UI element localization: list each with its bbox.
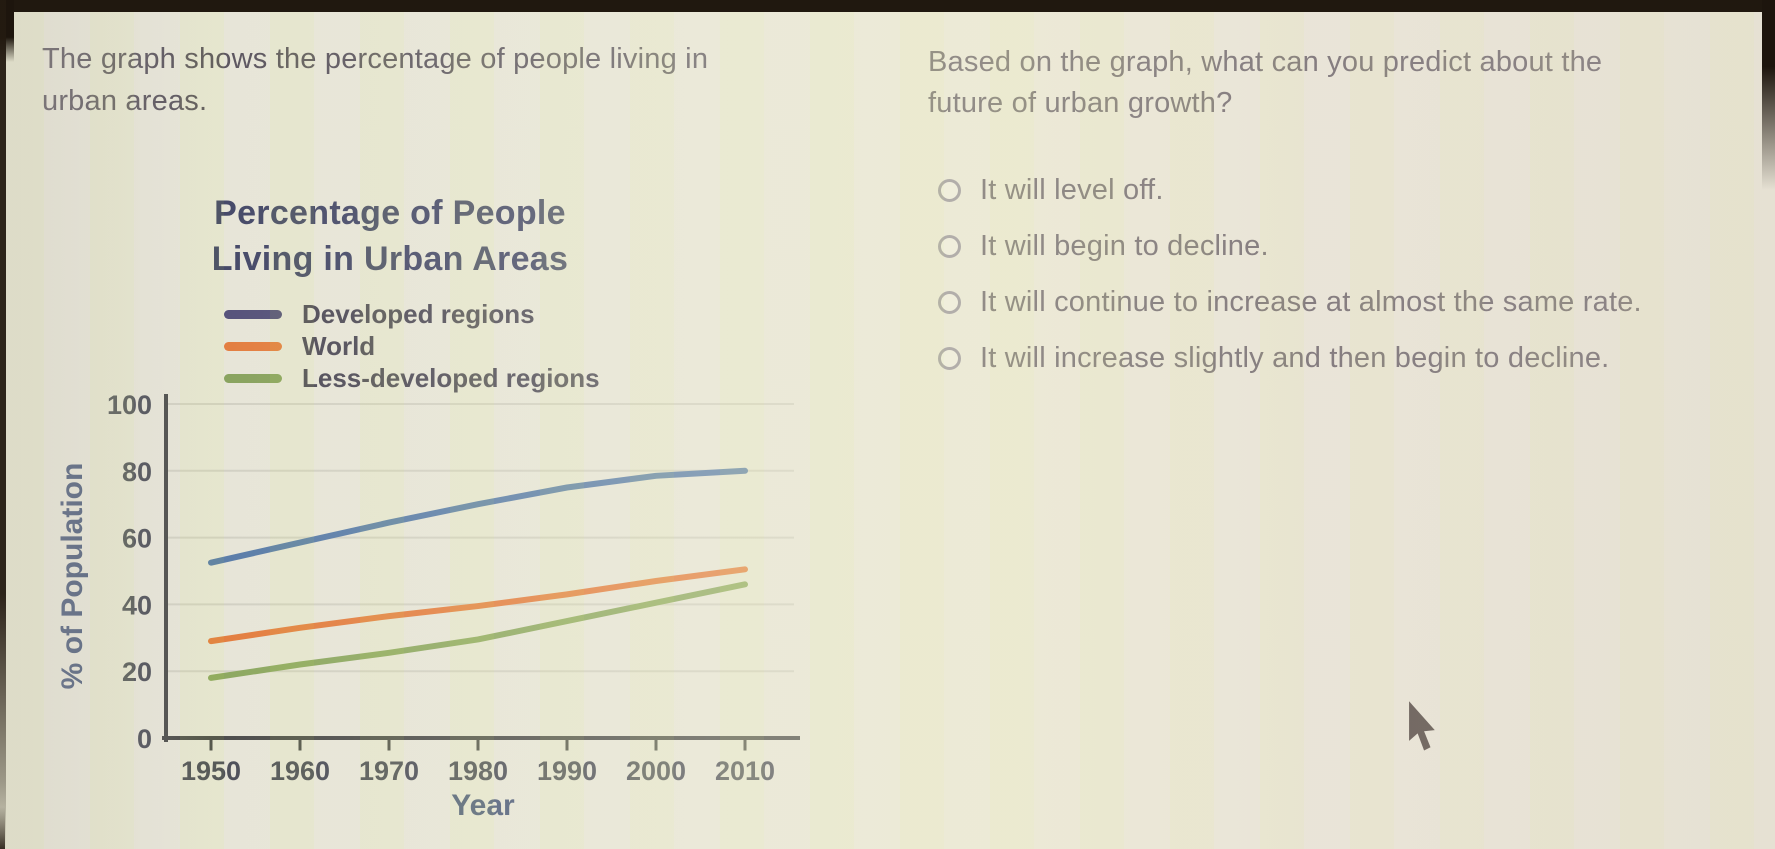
legend-item-world: World: [224, 330, 600, 362]
legend-label: Less-developed regions: [302, 362, 600, 393]
x-axis-title: Year: [451, 789, 515, 822]
line-chart-plot: 0 20 40 60 80 100 1950 1960 1970 1980 1990 2000 2010…: [60, 390, 820, 849]
x-tick-label-1950: 1950: [181, 756, 241, 786]
option-label[interactable]: It will increase slightly and then begin…: [980, 342, 1610, 374]
series-line-world: [208, 566, 748, 645]
question-line1: Based on the graph, what can you predict…: [928, 46, 1603, 78]
series-line-developed-regions: [208, 467, 748, 566]
graph-prompt-line1: The graph shows the percentage of people…: [42, 43, 709, 75]
radio-button[interactable]: [938, 347, 961, 370]
y-tick-label-100: 100: [107, 390, 152, 420]
legend-label: World: [302, 330, 376, 361]
legend-swatch-world: [224, 341, 282, 351]
legend-swatch-developed: [224, 309, 282, 319]
chart-title-line2: Living in Urban Areas: [211, 240, 569, 278]
graph-prompt-text: The graph shows the percentage of people…: [42, 38, 708, 122]
x-tick-label-1970: 1970: [359, 756, 419, 786]
radio-button[interactable]: [938, 179, 961, 202]
option-row-continue-increase[interactable]: It will continue to increase at almost t…: [938, 286, 1642, 318]
legend-item-developed: Developed regions: [224, 298, 600, 330]
x-tick-label-2010: 2010: [715, 756, 775, 786]
photo-edge-left: [0, 0, 6, 849]
option-label[interactable]: It will level off.: [980, 174, 1164, 206]
x-tick-label-1980: 1980: [448, 756, 508, 786]
photo-edge-bottom-left: [0, 807, 5, 849]
mouse-cursor-icon: [1409, 701, 1435, 751]
x-tick-label-2000: 2000: [626, 756, 686, 786]
chart-title: Percentage of People Living in Urban Are…: [170, 190, 610, 282]
y-tick-label-20: 20: [122, 657, 152, 687]
option-row-increase-then-decline[interactable]: It will increase slightly and then begin…: [938, 342, 1642, 374]
chart-legend: Developed regions World Less-developed r…: [224, 298, 600, 394]
series-line-less-developed-regions: [208, 581, 748, 681]
option-label[interactable]: It will continue to increase at almost t…: [980, 286, 1642, 318]
legend-label: Developed regions: [302, 298, 535, 329]
x-tick-label-1960: 1960: [270, 756, 330, 786]
y-tick-label-40: 40: [122, 590, 152, 620]
y-axis-title: % of Population: [60, 463, 89, 690]
question-line2: future of urban growth?: [928, 87, 1233, 119]
chart-title-line1: Percentage of People: [214, 194, 566, 232]
question-text: Based on the graph, what can you predict…: [928, 42, 1602, 124]
graph-prompt-line2: urban areas.: [42, 85, 208, 117]
photo-edge-top: [0, 0, 1775, 12]
y-tick-label-0: 0: [137, 724, 152, 754]
photo-edge-right: [1762, 0, 1775, 190]
radio-button[interactable]: [938, 235, 961, 258]
radio-button[interactable]: [938, 291, 961, 314]
legend-swatch-less-developed: [224, 373, 282, 383]
legend-item-less-developed: Less-developed regions: [224, 362, 600, 394]
chart-svg: 0 20 40 60 80 100 1950 1960 1970 1980 1990 2000 2010…: [60, 390, 800, 822]
x-tick-label-1990: 1990: [537, 756, 597, 786]
y-tick-label-60: 60: [122, 524, 152, 554]
y-tick-label-80: 80: [122, 457, 152, 487]
option-row-begin-decline[interactable]: It will begin to decline.: [938, 230, 1642, 262]
option-row-level-off[interactable]: It will level off.: [938, 174, 1642, 206]
answer-options: It will level off. It will begin to decl…: [938, 174, 1642, 374]
option-label[interactable]: It will begin to decline.: [980, 230, 1269, 262]
